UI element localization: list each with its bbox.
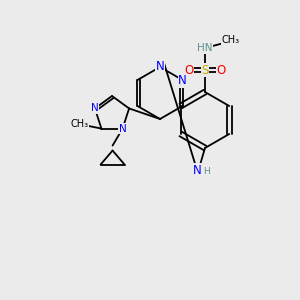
Text: N: N bbox=[156, 61, 164, 74]
Text: HN: HN bbox=[197, 43, 213, 53]
Text: H: H bbox=[204, 167, 210, 176]
Text: CH₃: CH₃ bbox=[222, 35, 240, 45]
Text: O: O bbox=[184, 64, 194, 76]
Text: N: N bbox=[91, 103, 99, 113]
Text: N: N bbox=[119, 124, 127, 134]
Text: CH₃: CH₃ bbox=[70, 118, 88, 129]
Text: O: O bbox=[216, 64, 226, 76]
Text: S: S bbox=[201, 64, 209, 76]
Text: N: N bbox=[193, 164, 201, 176]
Text: N: N bbox=[178, 74, 187, 88]
